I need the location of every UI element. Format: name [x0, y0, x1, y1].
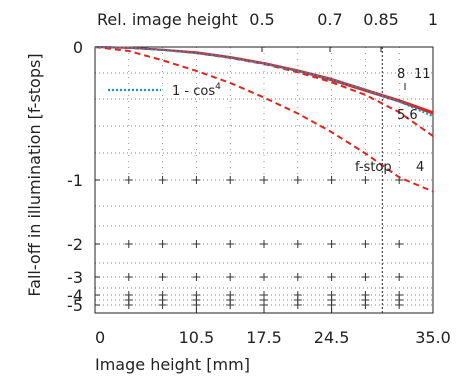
y-tick-label: -5 — [67, 296, 83, 315]
legend-label: 1 - cos4 — [172, 82, 221, 99]
series-line — [94, 45, 434, 118]
top-tick-label: 0.5 — [249, 10, 274, 29]
top-tick-label: 0.85 — [363, 10, 399, 29]
top-axis-title: Rel. image height — [97, 10, 238, 29]
label-f56: 5.6 — [397, 108, 418, 123]
series-line — [94, 46, 434, 137]
y-tick-label: -3 — [67, 268, 83, 287]
y-tick-label: -1 — [67, 171, 83, 190]
x-tick-label: 17.5 — [246, 328, 282, 347]
y-tick-label: -2 — [67, 235, 83, 254]
label-f4: 4 — [416, 160, 424, 175]
top-tick-label: 0.7 — [317, 10, 342, 29]
y-tick-label: 0 — [73, 38, 83, 57]
top-tick-label: 1 — [428, 10, 438, 29]
label-f11: 11 — [414, 67, 431, 82]
label-f8: 8 — [397, 67, 405, 82]
x-tick-label: 35.0 — [415, 328, 451, 347]
x-tick-label: 24.5 — [314, 328, 350, 347]
x-tick-label: 10.5 — [179, 328, 215, 347]
label-fstop: f-stop — [355, 160, 392, 175]
x-tick-label: 0 — [95, 328, 105, 347]
legend-label-superscript: 4 — [215, 82, 221, 92]
x-axis-title: Image height [mm] — [95, 355, 250, 374]
label-layer: 0 10.5 17.5 24.5 35.0 0.5 0.7 0.85 1 0 -1 -2 -3-4-5 — [67, 10, 451, 347]
series-layer — [94, 45, 434, 193]
y-axis-title: Fall-off in illumination [f-stops] — [25, 53, 44, 296]
grid-layer — [94, 46, 434, 313]
y-tick-label: -4 — [67, 286, 83, 305]
legend-label-main: 1 - cos — [172, 84, 215, 99]
